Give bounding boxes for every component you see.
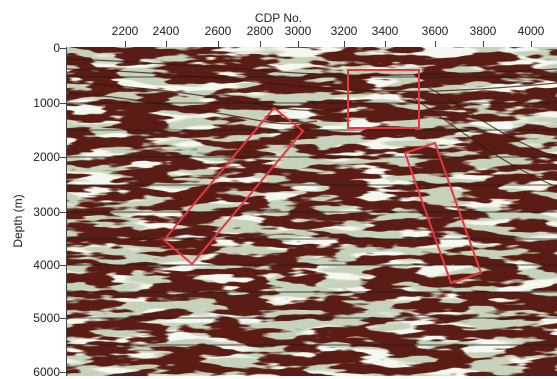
y-tick-mark xyxy=(60,372,66,373)
y-tick-label: 2000 xyxy=(33,150,60,164)
y-tick-label: 5000 xyxy=(33,311,60,325)
y-axis-title: Depth (m) xyxy=(11,194,25,248)
x-tick-mark xyxy=(218,41,219,47)
y-tick-mark xyxy=(60,157,66,158)
y-tick-label: 6000 xyxy=(33,365,60,379)
y-tick-label: 3000 xyxy=(33,205,60,219)
x-tick-label: 2800 xyxy=(246,24,274,38)
highlight-box-shallow-anomaly-top xyxy=(347,69,420,129)
x-tick-label: 2600 xyxy=(204,24,232,38)
x-tick-mark xyxy=(166,41,167,47)
x-tick-mark xyxy=(483,41,484,47)
y-tick-mark xyxy=(60,48,66,49)
section-texture-dark xyxy=(67,47,557,376)
x-tick-mark xyxy=(435,41,436,47)
x-axis-title: CDP No. xyxy=(254,11,303,25)
highlight-box-dipping-reflector-right xyxy=(403,141,483,285)
y-tick-mark xyxy=(60,265,66,266)
x-tick-mark xyxy=(344,41,345,47)
x-tick-label: 3800 xyxy=(469,24,497,38)
y-tick-mark xyxy=(60,103,66,104)
x-tick-label: 2200 xyxy=(111,24,139,38)
x-tick-mark xyxy=(298,41,299,47)
highlight-box-dipping-reflector-left xyxy=(162,106,305,266)
x-tick-mark xyxy=(385,41,386,47)
x-tick-mark xyxy=(531,41,532,47)
x-tick-label: 3400 xyxy=(371,24,399,38)
y-tick-mark xyxy=(60,318,66,319)
y-tick-label: 0 xyxy=(53,41,60,55)
x-tick-label: 3000 xyxy=(284,24,312,38)
shallow-reflectors xyxy=(67,58,557,188)
x-tick-mark xyxy=(260,41,261,47)
x-tick-label: 2400 xyxy=(152,24,180,38)
x-tick-label: 4000 xyxy=(517,24,545,38)
y-tick-label: 4000 xyxy=(33,258,60,272)
seismic-depth-section xyxy=(67,47,557,376)
x-tick-mark xyxy=(125,41,126,47)
x-tick-label: 3600 xyxy=(421,24,449,38)
y-tick-label: 1000 xyxy=(33,96,60,110)
x-tick-label: 3200 xyxy=(330,24,358,38)
depth-horizon-lines xyxy=(67,76,557,346)
y-tick-mark xyxy=(60,212,66,213)
y-axis-line xyxy=(66,47,67,376)
